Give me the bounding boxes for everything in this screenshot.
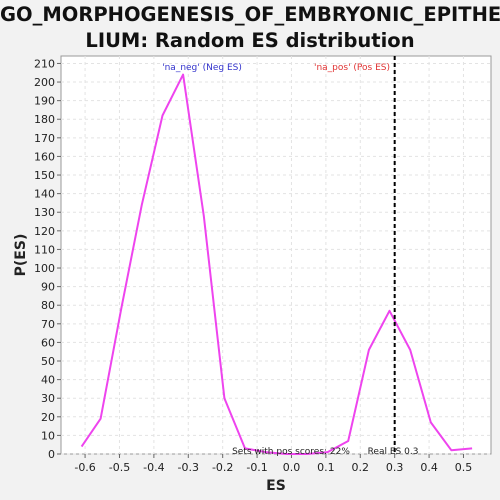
y-tick-label: 40 (41, 374, 55, 387)
x-tick-label: 0.5 (455, 461, 473, 474)
y-tick-label: 120 (34, 225, 55, 238)
y-tick-label: 200 (34, 76, 55, 89)
y-tick-label: 150 (34, 169, 55, 182)
y-tick-label: 70 (41, 318, 55, 331)
neg-es-annotation: 'na_neg' (Neg ES) (162, 63, 242, 73)
x-tick-label: 0.3 (386, 461, 404, 474)
y-tick-label: 30 (41, 392, 55, 405)
y-tick-label: 50 (41, 355, 55, 368)
y-tick-label: 90 (41, 281, 55, 294)
x-tick-label: -0.2 (212, 461, 233, 474)
y-tick-label: 140 (34, 188, 55, 201)
y-tick-label: 110 (34, 243, 55, 256)
real-es-annotation: Real ES 0.3 (368, 447, 419, 457)
x-tick-label: 0.0 (283, 461, 301, 474)
x-tick-label: -0.3 (178, 461, 199, 474)
y-axis-ticks: 0 10 20 30 40 50 60 70 80 90 100 110 120 130 140 150 160… (34, 57, 61, 461)
chart-title: GO_MORPHOGENESIS_OF_EMBRYONIC_EPITHE LIU… (0, 2, 500, 54)
y-tick-label: 210 (34, 57, 55, 70)
x-tick-label: -0.5 (109, 461, 130, 474)
x-axis-label: ES (266, 478, 286, 494)
x-tick-label: 0.2 (352, 461, 370, 474)
series-group (80, 56, 473, 455)
x-tick-label: 0.4 (420, 461, 438, 474)
chart-title-line-2: LIUM: Random ES distribution (85, 29, 415, 52)
y-axis-label: P(ES) (13, 234, 29, 277)
plot-area (60, 55, 492, 455)
y-tick-label: 80 (41, 299, 55, 312)
x-tick-label: -0.1 (246, 461, 267, 474)
y-tick-label: 10 (41, 429, 55, 442)
y-tick-label: 0 (48, 448, 55, 461)
y-tick-label: 130 (34, 206, 55, 219)
y-tick-label: 20 (41, 411, 55, 424)
x-tick-label: -0.6 (74, 461, 95, 474)
pos-es-annotation: 'na_pos' (Pos ES) (314, 63, 390, 73)
chart-title-line-1: GO_MORPHOGENESIS_OF_EMBRYONIC_EPITHE (0, 3, 500, 26)
sets-pos-annotation: Sets with pos scores: 22% (232, 447, 350, 457)
annotations: 'na_neg' (Neg ES) 'na_pos' (Pos ES) Sets w… (162, 63, 418, 457)
x-axis-ticks: -0.6 -0.5 -0.4 -0.3 -0.2 -0.1 0.0 0.1 0.2 0.3 0.4 0… (74, 454, 472, 474)
y-tick-label: 160 (34, 150, 55, 163)
y-tick-label: 170 (34, 132, 55, 145)
y-tick-label: 60 (41, 336, 55, 349)
y-tick-label: 100 (34, 262, 55, 275)
y-tick-label: 180 (34, 113, 55, 126)
y-tick-label: 190 (34, 95, 55, 108)
x-tick-label: 0.1 (317, 461, 335, 474)
x-tick-label: -0.4 (143, 461, 164, 474)
series-line (80, 73, 473, 455)
